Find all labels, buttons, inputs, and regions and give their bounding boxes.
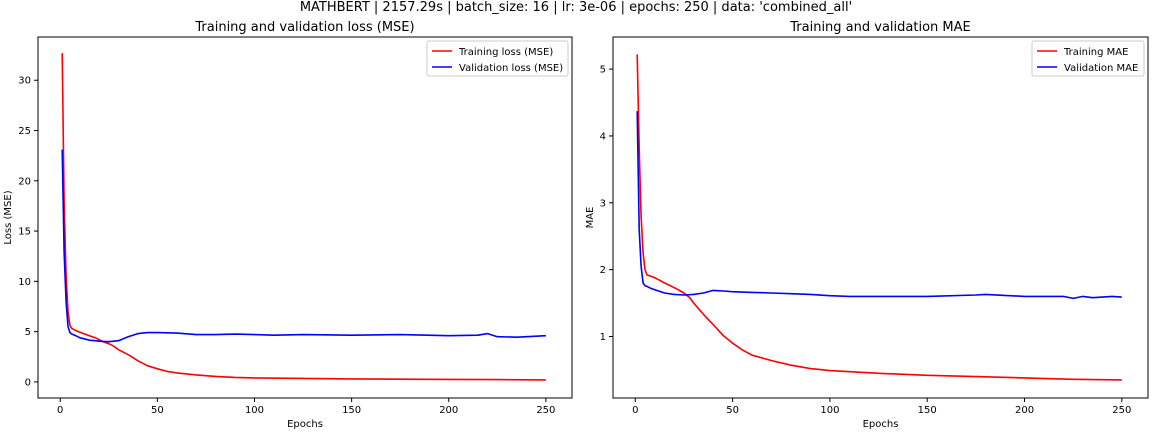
loss-ytick-label: 25 [18,126,31,137]
mae-legend: Training MAE Validation MAE [1031,40,1145,77]
mae-ytick-label: 1 [600,332,606,343]
loss-xtick-label: 150 [342,405,361,416]
loss-legend: Training loss (MSE) Validation loss (MSE) [426,40,569,77]
loss-legend-label: Training loss (MSE) [458,47,553,58]
mae-title: Training and validation MAE [789,20,970,35]
mae-ytick-label: 5 [600,65,606,76]
mae-xtick-label: 150 [918,405,937,416]
mae-ytick-label: 3 [600,198,606,209]
mae-legend-label: Validation MAE [1064,63,1138,74]
mae-ytick-label: 2 [600,265,606,276]
mae-training-line [636,54,1122,381]
loss-ytick-label: 30 [18,76,31,87]
loss-title: Training and validation loss (MSE) [194,20,414,35]
loss-ytick-label: 5 [25,327,31,338]
loss-xlabel: Epochs [287,419,323,430]
loss-axes-frame [37,36,573,399]
mae-validation-line [636,111,1122,300]
mae-ylabel: MAE [585,207,596,229]
mae-xtick-label: 100 [820,405,839,416]
mae-xtick-label: 50 [726,405,739,416]
mae-xlabel: Epochs [863,419,899,430]
loss-xtick-label: 100 [245,405,264,416]
loss-xtick-label: 50 [151,405,164,416]
mae-xtick-label: 0 [632,405,638,416]
loss-legend-label: Validation loss (MSE) [459,63,563,74]
loss-ytick-label: 15 [18,227,31,238]
loss-legend-box [426,40,569,77]
mae-xtick-label: 250 [1112,405,1131,416]
loss-xtick-label: 250 [536,405,555,416]
loss-training-line [61,53,546,381]
mae-xtick-label: 200 [1015,405,1034,416]
mae-axes-frame [612,36,1149,399]
figure-suptitle: MATHBERT | 2157.29s | batch_size: 16 | l… [299,0,853,15]
mae-legend-label: Training MAE [1063,47,1128,58]
loss-validation-line [61,149,546,343]
mae-ytick-label: 4 [600,131,606,142]
loss-ytick-label: 0 [25,377,31,388]
loss-ytick-label: 20 [18,176,31,187]
loss-ylabel: Loss (MSE) [3,190,14,244]
mae-legend-box [1031,40,1145,77]
loss-xtick-label: 0 [57,405,63,416]
loss-xtick-label: 200 [439,405,458,416]
loss-ytick-label: 10 [18,277,31,288]
